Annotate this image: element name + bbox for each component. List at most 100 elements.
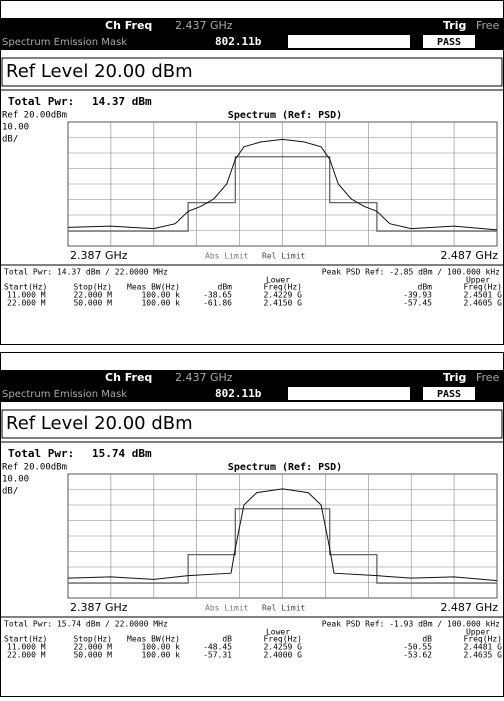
column-header: Freq(Hz) [263,283,302,292]
analyzer-panel: Ch Freq 2.437 GHz Trig Free Spectrum Emissio… [0,0,504,345]
summary-peak-psd: Peak PSD Ref: -1.93 dBm / 100.000 kHz [322,620,500,629]
table-cell: 100.00 k [141,651,180,660]
lower-label: Lower [266,628,290,637]
total-pwr: 14.37 dBm [92,95,152,108]
table-cell: 2.4605 G [463,299,502,308]
table-cell: 22.000 M [7,651,46,660]
table-cell: 2.4635 G [463,651,502,660]
table-cell: 2.4501 G [463,291,502,300]
table-cell: 100.00 k [141,643,180,652]
table-cell: -57.31 [203,651,232,660]
total-pwr-label: Total Pwr: [8,447,74,460]
scale: 10.00 [2,475,29,485]
table-cell: 2.4150 G [263,299,302,308]
ref-level-box [1,409,503,439]
input-box [288,35,410,48]
stop-freq: 2.487 GHz [440,601,498,614]
table-cell: 2.4481 G [463,643,502,652]
column-header: Freq(Hz) [263,635,302,644]
start-freq: 2.387 GHz [70,249,128,262]
column-header: dBm [218,283,233,292]
trig: Free [476,371,500,384]
column-header: Freq(Hz) [463,635,502,644]
column-header: Meas BW(Hz) [127,283,180,292]
legend-item: Abs Limit [205,604,249,613]
table-cell: 11.000 M [7,291,46,300]
spectrum-trace [67,138,498,231]
column-header: Start(Hz) [4,283,47,292]
ref-level-box [1,57,503,87]
lower-label: Lower [266,276,290,285]
total-pwr-label: Total Pwr: [8,95,74,108]
legend-item: Rel Limit [262,252,306,261]
stop-freq: 2.487 GHz [440,249,498,262]
table-cell: -57.45 [403,299,432,308]
standard: 802.11b [215,35,262,48]
input-box [288,387,410,400]
table-cell: 100.00 k [141,299,180,308]
table-cell: -48.45 [203,643,232,652]
column-header: dB [222,635,232,644]
ch-freq: 2.437 GHz [175,371,233,384]
trig: Free [476,19,500,32]
ref: Ref 20.00dBm [2,111,67,121]
table-cell: 100.00 k [141,291,180,300]
status-box [423,35,475,48]
ch-freq-label: Ch Freq [105,371,152,384]
legend-item: Abs Limit [205,252,249,261]
header-bar [1,370,503,402]
legend-item: Rel Limit [262,604,306,613]
mode: Spectrum Emission Mask [2,389,127,400]
status-box [423,387,475,400]
plot-title: Spectrum (Ref: PSD) [228,462,342,473]
total-pwr: 15.74 dBm [92,447,152,460]
summary-total-pwr: Total Pwr: 15.74 dBm / 22.0000 MHz [4,620,168,629]
column-header: Start(Hz) [4,635,47,644]
header-bar [1,18,503,50]
column-header: Stop(Hz) [73,283,112,292]
table-cell: 2.4000 G [263,651,302,660]
trig-label: Trig [443,371,466,384]
limit-mask [68,508,497,584]
table-cell: -53.62 [403,651,432,660]
trig-label: Trig [443,19,466,32]
spectrum-trace [67,488,498,582]
column-header: Meas BW(Hz) [127,635,180,644]
column-header: dB [422,635,432,644]
analyzer-panel: Ch Freq 2.437 GHz Trig Free Spectrum Emissio… [0,352,504,697]
ref: Ref 20.00dBm [2,463,67,473]
summary-peak-psd: Peak PSD Ref: -2.85 dBm / 100.000 kHz [322,268,500,277]
table-cell: -61.86 [203,299,232,308]
upper-label: Upper [466,276,490,285]
status: PASS [437,37,461,48]
column-header: Freq(Hz) [463,283,502,292]
table-cell: 2.4229 G [263,291,302,300]
upper-label: Upper [466,628,490,637]
table-cell: 50.000 M [73,651,112,660]
scale-unit: dB/ [2,487,18,497]
limit-mask [68,156,497,232]
table-cell: -50.55 [403,643,432,652]
ch-freq: 2.437 GHz [175,19,233,32]
table-cell: -38.65 [203,291,232,300]
table-cell: -39.93 [403,291,432,300]
scale: 10.00 [2,123,29,133]
table-cell: 22.000 M [73,643,112,652]
ch-freq-label: Ch Freq [105,19,152,32]
column-header: Stop(Hz) [73,635,112,644]
scale-unit: dB/ [2,135,18,145]
status: PASS [437,389,461,400]
table-cell: 50.000 M [73,299,112,308]
table-cell: 11.000 M [7,643,46,652]
standard: 802.11b [215,387,262,400]
table-cell: 22.000 M [73,291,112,300]
start-freq: 2.387 GHz [70,601,128,614]
table-cell: 22.000 M [7,299,46,308]
mode: Spectrum Emission Mask [2,37,127,48]
ref-level: Ref Level 20.00 dBm [6,413,193,434]
table-cell: 2.4259 G [263,643,302,652]
plot-title: Spectrum (Ref: PSD) [228,110,342,121]
column-header: dBm [418,283,433,292]
summary-total-pwr: Total Pwr: 14.37 dBm / 22.0000 MHz [4,268,168,277]
